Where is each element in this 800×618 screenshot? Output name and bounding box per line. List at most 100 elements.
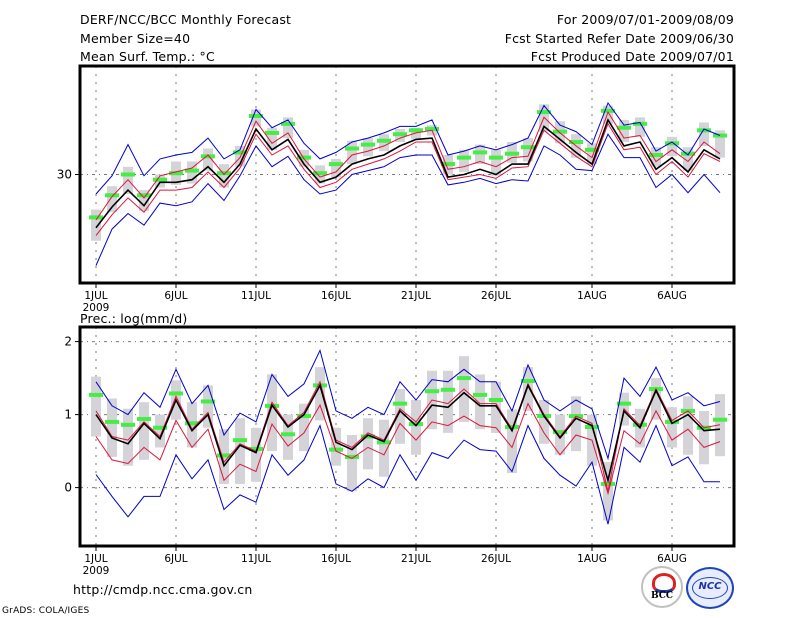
temp-observed-marker [105,193,119,198]
temp-observed-marker [425,127,439,132]
temp-observed-marker [697,128,711,133]
prec-x-tick-label: 6JUL [164,553,187,565]
prec-observed-marker [153,425,167,430]
prec-observed-marker [409,422,423,427]
temp-spread-box [139,190,149,211]
temp-observed-marker [553,129,567,134]
temp-observed-marker [473,150,487,155]
temp-observed-marker [521,145,535,150]
source-url[interactable]: http://cmdp.ncc.cma.gov.cn [73,582,253,597]
prec-x-tick-label: 6AUG [657,553,687,565]
prec-spread-box [699,410,709,465]
temp-observed-marker [489,155,503,160]
prec-lower-spread-line [95,402,721,496]
temp-observed-marker [185,168,199,173]
temp-observed-marker [201,154,215,159]
globe-icon [692,577,728,599]
temp-observed-marker [329,162,343,167]
prec-spread-box [683,396,693,455]
temp-observed-marker [297,155,311,160]
temp-spread-box [203,148,213,171]
prec-observed-marker [441,387,455,392]
prec-spread-box [299,403,309,452]
temp-x-tick-year: 2009 [83,302,110,314]
prec-x-tick-label: 26JUL [481,553,511,565]
temp-observed-marker [537,110,551,115]
temp-spread-box [267,127,277,150]
prec-observed-marker [121,422,135,427]
temp-spread-box [699,122,709,146]
temp-observed-marker [265,130,279,135]
forecast-produced-date: Fcst Produced Date 2009/07/01 [530,49,734,64]
temp-spread-box [635,117,645,137]
temp-spread-box [715,130,725,158]
prec-observed-marker [361,434,375,439]
temp-spread-box [91,209,101,241]
prec-spread-box [491,381,501,433]
prec-observed-marker [89,392,103,397]
temp-x-tick-label: 6JUL [164,290,187,302]
temp-observed-marker [313,171,327,176]
prec-plot-frame [78,325,736,548]
temp-observed-marker [153,177,167,182]
prec-observed-marker [425,389,439,394]
prec-spread-box [363,418,373,470]
prec-spread-box [139,402,149,460]
temp-y-tick-label: 30 [57,168,72,182]
prec-spread-box [411,400,421,455]
prec-observed-marker [505,425,519,430]
temp-observed-marker [137,193,151,198]
prec-spread-box [203,385,213,428]
temp-spread-box [363,138,373,157]
temp-x-tick-label: 26JUL [481,290,511,302]
temp-observed-marker [649,153,663,158]
temp-x-tick-label: 6AUG [657,290,687,302]
prec-observed-marker [521,379,535,384]
prec-spread-box [539,400,549,444]
temp-observed-marker [281,121,295,126]
prec-spread-box [507,409,517,473]
temp-ensemble-max-line [95,101,721,195]
temp-observed-marker [569,140,583,145]
prec-spread-box [443,370,453,433]
temp-observed-marker [601,108,615,113]
prec-y-tick-label: 2 [64,335,72,349]
prec-observed-marker [233,438,247,443]
prec-spread-box [651,378,661,420]
temp-observed-marker [457,155,471,160]
temp-x-tick-label: 1AUG [577,290,607,302]
prec-observed-marker [345,454,359,459]
prec-spread-box [235,418,245,484]
temp-spread-box [459,149,469,172]
prec-x-tick-label: 21JUL [401,553,431,565]
temp-spread-box [331,158,341,178]
temp-spread-box [523,138,533,162]
temp-observed-marker [393,132,407,137]
temp-spread-box [347,140,357,165]
prec-spread-box [523,367,533,411]
prec-x-tick-label: 1AUG [577,553,607,565]
temp-observed-marker [233,150,247,155]
temp-observed-marker [617,125,631,130]
temp-x-tick-label: 16JUL [321,290,351,302]
temp-observed-marker [681,151,695,156]
prec-x-tick-label: 1JUL [84,553,107,565]
temp-spread-box [219,164,229,188]
prec-observed-marker [281,432,295,437]
temp-observed-marker [89,215,103,220]
prec-spread-box [267,374,277,452]
prec-y-tick-label: 1 [64,408,72,422]
member-size-label: Member Size=40 [80,31,191,46]
chart-title: DERF/NCC/BCC Monthly Forecast [80,12,292,27]
prec-spread-box [555,414,565,455]
prec-spread-box [251,427,261,482]
precipitation-panel-title: Prec.: log(mm/d) [80,311,188,326]
prec-y-tick-label: 0 [64,481,72,495]
grads-credit: GrADS: COLA/IGES [2,606,90,616]
prec-spread-box [91,376,101,437]
temp-observed-marker [169,171,183,176]
prec-spread-box [395,389,405,444]
prec-spread-box [571,396,581,452]
temp-ensemble-mean-line [95,118,721,229]
